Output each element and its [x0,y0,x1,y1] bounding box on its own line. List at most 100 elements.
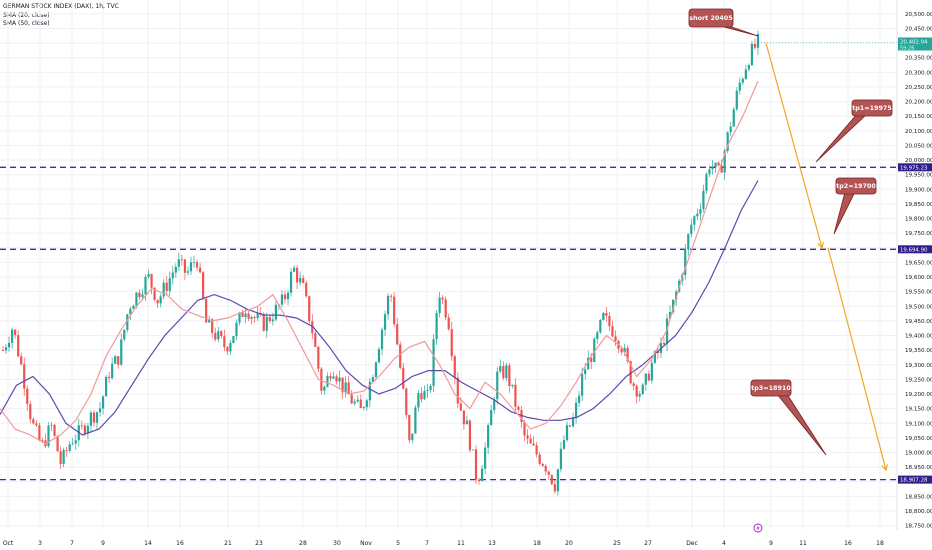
candle-body [53,424,56,436]
candle-body [265,316,268,331]
candle-body [684,249,687,275]
candle-body [117,356,120,365]
time-tick-label: 9 [101,540,105,547]
price-tick-label: 20,450.00 [905,26,932,32]
price-tick-label: 18,850.00 [905,494,932,500]
callouts[interactable]: short 20405 tp1=19975 tp2=19700 tp3=18910 [688,8,893,456]
candle-body [98,408,102,413]
candle-body [571,417,575,427]
symbol-title[interactable]: GERMAN STOCK INDEX (DAX), 1h, TVC [3,3,119,10]
candle-body [581,374,584,396]
time-tick-label: 21 [224,540,232,547]
candle-body [396,324,399,345]
indicator-sma50[interactable]: SMA (50, close) [3,20,50,27]
candle-body [374,362,378,378]
time-tick-label: 13 [488,540,496,547]
lightning-icon[interactable] [753,523,763,533]
candle-body [329,376,332,379]
candle-body [29,403,32,420]
price-axis[interactable]: 20,500.0020,450.0020,400.0020,350.0020,3… [898,12,932,530]
candle-body [426,389,429,391]
time-tick-label: 11 [799,540,807,547]
price-tick-label: 19,050.00 [905,436,932,442]
indicator-sma20[interactable]: SMA (20, close) [3,11,50,19]
candle-body [335,376,338,382]
candle-body [226,347,229,352]
candle-body [656,351,660,353]
candle-body [705,174,708,191]
projection-arrows[interactable] [765,42,889,472]
candle-body [568,425,572,427]
candle-body [62,450,65,464]
candle-body [135,292,138,306]
candle-body [386,295,390,315]
candle-body [380,329,384,350]
candle-body [420,393,423,400]
candle-body [614,336,617,341]
candle-body [587,357,590,370]
price-tick-label: 19,250.00 [905,377,932,383]
price-tick-label: 19,000.00 [905,451,932,457]
price-tick-label: 18,800.00 [905,509,932,515]
candle-body [687,234,690,250]
candle-body [286,292,290,300]
callout-label-short: short 20405 [689,14,732,22]
candle-body [708,169,711,175]
current-price-value: 20,402.04 [900,40,928,46]
chart-header: GERMAN STOCK INDEX (DAX), 1h, TVC SMA (2… [3,3,119,29]
projection-arrow [765,42,823,248]
time-tick-label: 11 [457,540,465,547]
candle-body [198,267,202,273]
candle-body [159,296,162,304]
sma50-line [0,180,759,436]
price-tick-label: 19,600.00 [905,275,932,281]
candle-body [23,364,26,389]
candle-body [314,333,317,347]
candle-body [556,469,559,492]
candle-body [756,33,760,48]
candle-body [399,344,402,368]
time-tick-label: 16 [844,540,852,547]
candle-body [574,402,578,418]
price-tick-label: 20,250.00 [905,85,932,91]
candle-body [17,335,20,357]
price-tick-label: 19,800.00 [905,217,932,223]
candle-body [547,471,550,475]
candle-body [696,213,699,217]
horizontal-levels[interactable] [0,42,897,481]
price-tick-label: 19,950.00 [905,173,932,179]
callout-pointer [833,191,856,235]
time-axis[interactable]: Oct 3 7 9 14 16 21 23 28 30 Nov 5 7 11 13 18 20 25 27 Dec 4 9… [3,540,884,547]
candle-body [74,440,77,444]
time-tick-label: 28 [299,540,307,547]
candle-body [47,425,50,447]
level-tag [898,245,932,254]
candle-body [114,356,117,364]
candle-body [653,351,657,363]
candle-body [205,298,208,323]
price-tick-label: 19,850.00 [905,202,932,208]
candle-body [602,313,605,320]
candle-body [323,386,326,391]
candle-body [353,401,356,404]
candle-body [95,412,99,423]
price-tick-label: 20,300.00 [905,70,932,76]
candle-body [241,312,244,318]
candle-body [632,383,635,386]
candle-body [80,425,83,427]
candle-body [635,385,638,397]
callout-label-tp2: tp2=19700 [836,182,876,190]
candle-body [544,465,547,472]
candle-body [562,440,566,449]
price-tick-label: 19,200.00 [905,392,932,398]
candle-body [168,278,171,292]
candle-body [126,314,129,330]
candle-body [4,347,8,351]
candle-body [165,282,168,292]
callout-box [851,99,893,117]
candle-body [292,267,296,272]
price-tick-label: 19,750.00 [905,231,932,237]
candle-body [438,297,441,314]
callout-pointer [776,393,827,456]
